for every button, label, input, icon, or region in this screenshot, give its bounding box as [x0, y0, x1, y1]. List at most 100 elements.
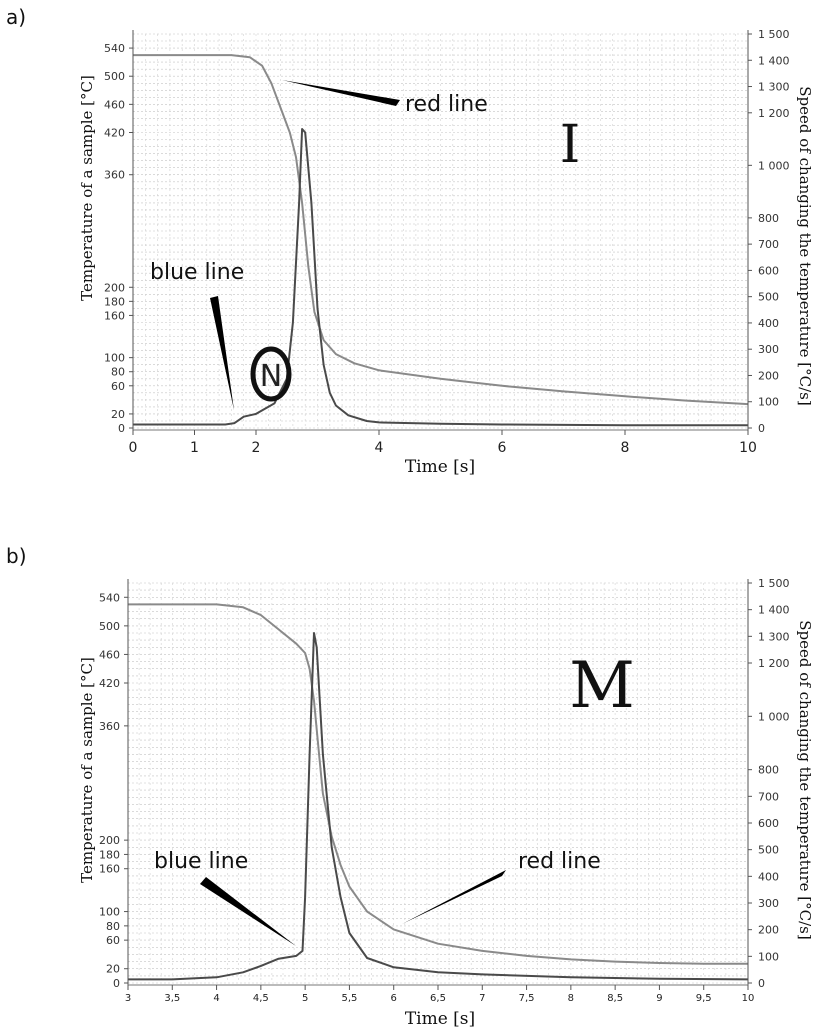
series-line-1 — [133, 54, 749, 406]
x-tick-label: 1 — [190, 440, 199, 456]
x-tick-label: 8 — [568, 993, 574, 1004]
annotation-arrow-red-b — [402, 870, 506, 924]
y-left-tick-label: 540 — [99, 591, 120, 604]
annotation-arrow-blue-a — [210, 296, 234, 410]
big-letter-a: I — [560, 115, 581, 175]
y-left-tick-label: 160 — [104, 309, 125, 322]
y-right-tick-label: 800 — [758, 764, 779, 777]
y-right-tick-label: 800 — [758, 212, 779, 225]
x-axis-label-a: Time [s] — [405, 457, 475, 477]
y-right-tick-label: 1 300 — [758, 630, 790, 643]
y-right-tick-label: 700 — [758, 790, 779, 803]
x-tick-label: 6 — [391, 993, 397, 1004]
x-tick-label: 4 — [375, 440, 384, 456]
y-left-tick-label: 80 — [111, 366, 125, 379]
y-right-tick-label: 700 — [758, 238, 779, 251]
y-right-tick-label: 1 000 — [758, 159, 790, 172]
y-left-tick-label: 360 — [99, 720, 120, 733]
x-tick-label: 6 — [498, 440, 507, 456]
y-right-tick-label: 600 — [758, 264, 779, 277]
x-tick-label: 9,5 — [696, 993, 712, 1004]
y-left-tick-label: 360 — [104, 169, 125, 182]
x-tick-label: 7,5 — [519, 993, 535, 1004]
y-right-tick-label: 1 200 — [758, 107, 790, 120]
x-tick-label: 0 — [129, 440, 138, 456]
y-right-tick-label: 200 — [758, 369, 779, 382]
series-line-1 — [128, 603, 748, 965]
y-right-tick-label: 0 — [758, 422, 765, 435]
y-right-tick-label: 200 — [758, 924, 779, 937]
x-tick-label: 5,5 — [341, 993, 357, 1004]
x-tick-label: 5 — [302, 993, 308, 1004]
series-line-2 — [128, 632, 749, 981]
x-tick-label: 8,5 — [607, 993, 623, 1004]
chart-panel-b: b) 0206080100160180200360420460500540010… — [6, 544, 814, 1029]
y-right-tick-label: 1 400 — [758, 604, 790, 617]
y-right-tick-label: 400 — [758, 317, 779, 330]
y-left-tick-label: 420 — [104, 127, 125, 140]
panel-label-a: a) — [6, 5, 26, 29]
x-axis-label-b: Time [s] — [405, 1009, 475, 1029]
x-tick-label: 4 — [213, 993, 219, 1004]
y-left-tick-label: 20 — [111, 408, 125, 421]
y-left-tick-label: 540 — [104, 42, 125, 55]
y-right-tick-label: 500 — [758, 844, 779, 857]
series-line-2 — [133, 128, 748, 427]
panel-label-b: b) — [6, 544, 27, 568]
annotation-blue-line-a: blue line — [150, 260, 244, 285]
y-right-tick-label: 1 400 — [758, 54, 790, 67]
y-axis-label-right-a: Speed of changing the temperature [°C/s] — [796, 86, 814, 405]
y-axis-label-right-b: Speed of changing the temperature [°C/s] — [796, 620, 814, 939]
annotation-red-line-a: red line — [405, 92, 488, 117]
y-left-tick-label: 160 — [99, 863, 120, 876]
annotation-arrow-red-a — [282, 80, 400, 106]
y-left-tick-label: 20 — [106, 963, 120, 976]
y-right-tick-label: 300 — [758, 897, 779, 910]
x-tick-label: 4,5 — [253, 993, 269, 1004]
y-right-tick-label: 1 000 — [758, 710, 790, 723]
y-right-tick-label: 1 500 — [758, 577, 790, 590]
x-tick-label: 3 — [125, 993, 131, 1004]
x-tick-label: 10 — [742, 993, 755, 1004]
annotation-red-line-b: red line — [518, 849, 601, 874]
y-right-tick-label: 100 — [758, 950, 779, 963]
y-left-tick-label: 460 — [104, 98, 125, 111]
circled-n-marker: N — [250, 346, 292, 402]
y-left-tick-label: 420 — [99, 677, 120, 690]
y-axis-label-left-b: Temperature of a sample [°C] — [78, 657, 96, 883]
y-left-tick-label: 60 — [106, 934, 120, 947]
x-tick-label: 6,5 — [430, 993, 446, 1004]
y-left-tick-label: 60 — [111, 380, 125, 393]
y-axis-label-left-a: Temperature of a sample [°C] — [78, 75, 96, 301]
x-tick-label: 8 — [621, 440, 630, 456]
x-tick-label: 2 — [252, 440, 261, 456]
y-left-tick-label: 200 — [99, 834, 120, 847]
y-right-tick-label: 300 — [758, 343, 779, 356]
y-right-tick-label: 1 300 — [758, 81, 790, 94]
y-right-tick-label: 1 500 — [758, 28, 790, 41]
y-left-tick-label: 200 — [104, 281, 125, 294]
y-right-tick-label: 0 — [758, 977, 765, 990]
y-left-tick-label: 180 — [99, 848, 120, 861]
x-tick-label: 7 — [479, 993, 485, 1004]
y-right-tick-label: 1 200 — [758, 657, 790, 670]
y-left-tick-label: 0 — [118, 422, 125, 435]
y-left-tick-label: 460 — [99, 648, 120, 661]
y-left-tick-label: 180 — [104, 295, 125, 308]
annotation-blue-line-b: blue line — [154, 849, 248, 874]
y-left-tick-label: 0 — [113, 977, 120, 990]
x-tick-label: 3,5 — [164, 993, 180, 1004]
y-right-tick-label: 500 — [758, 291, 779, 304]
y-right-tick-label: 400 — [758, 870, 779, 883]
annotation-arrow-blue-b — [200, 877, 296, 946]
y-left-tick-label: 500 — [99, 620, 120, 633]
y-left-tick-label: 80 — [106, 920, 120, 933]
x-tick-label: 10 — [739, 440, 757, 456]
y-left-tick-label: 500 — [104, 70, 125, 83]
y-right-tick-label: 100 — [758, 396, 779, 409]
big-letter-b: M — [569, 649, 635, 723]
chart-panel-a: a) 0206080100160180200360420460500540010… — [6, 5, 814, 477]
y-right-tick-label: 600 — [758, 817, 779, 830]
x-tick-label: 9 — [656, 993, 662, 1004]
